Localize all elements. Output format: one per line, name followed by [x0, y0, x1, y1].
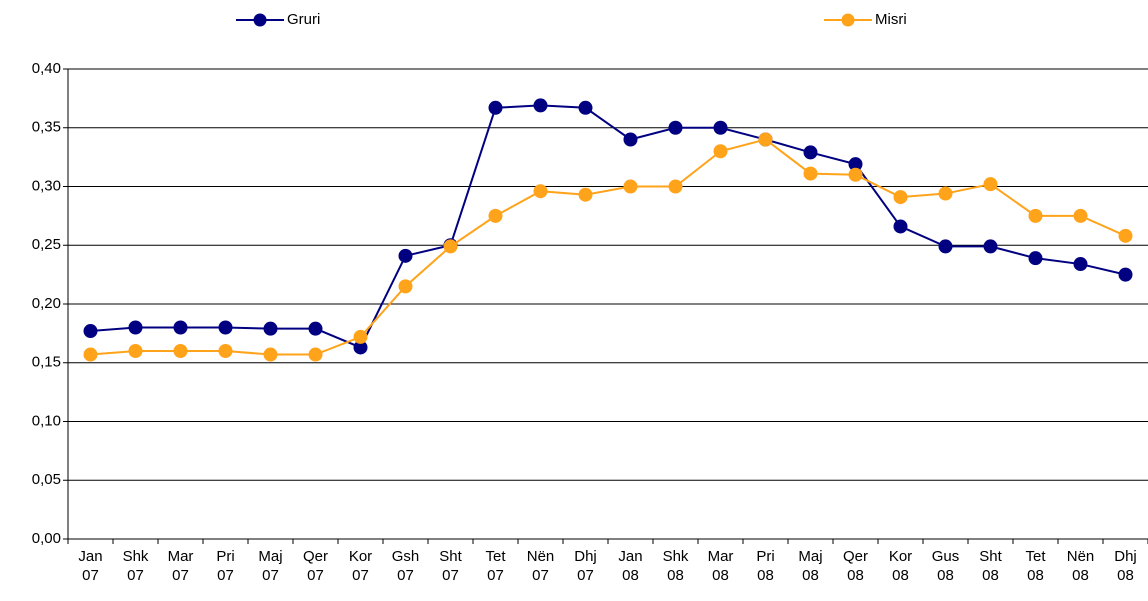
x-tick-label: Shk 07	[122, 548, 149, 584]
point	[938, 239, 953, 254]
point	[848, 167, 863, 182]
point	[533, 98, 548, 113]
point	[218, 344, 233, 358]
legend-label: Gruri	[287, 11, 320, 28]
line	[90, 104, 1126, 349]
y-tick-label: 0,30	[32, 177, 61, 194]
point	[308, 347, 323, 362]
point	[803, 145, 818, 160]
point	[128, 320, 143, 335]
y-tick-label: 0,15	[32, 354, 61, 371]
point	[983, 177, 998, 192]
point	[668, 120, 683, 135]
y-tick-label: 0,25	[32, 236, 61, 253]
point	[353, 329, 368, 344]
y-tick-label: 0,00	[32, 530, 61, 547]
point	[623, 132, 638, 147]
point	[83, 347, 98, 362]
point	[398, 279, 413, 294]
x-tick-label: Tet 07	[485, 548, 506, 584]
x-tick-label: Gsh 07	[391, 548, 420, 584]
point	[758, 132, 773, 147]
point	[1073, 257, 1088, 272]
point	[1118, 228, 1133, 243]
point	[1073, 208, 1088, 223]
point	[443, 239, 458, 254]
point	[1118, 267, 1133, 282]
point	[893, 219, 908, 234]
x-tick-label: Qer 08	[842, 548, 868, 584]
x-tick-label: Dhj 08	[1114, 548, 1137, 584]
y-tick-label: 0,40	[32, 60, 61, 77]
x-tick-label: Maj 08	[798, 548, 823, 584]
y-tick-label: 0,35	[32, 119, 61, 136]
point	[263, 321, 278, 336]
point	[488, 208, 503, 223]
point	[218, 320, 233, 335]
x-tick-label: Mar 07	[167, 548, 194, 584]
x-tick-label: Nën 07	[526, 548, 555, 584]
point	[668, 179, 683, 194]
point	[173, 344, 188, 358]
point	[83, 324, 98, 339]
x-tick-label: Tet 08	[1025, 548, 1046, 584]
point	[533, 184, 548, 199]
point	[713, 120, 728, 135]
point	[803, 166, 818, 181]
point	[578, 100, 593, 115]
point	[398, 248, 413, 263]
y-tick-label: 0,20	[32, 295, 61, 312]
x-tick-label: Kor 07	[348, 548, 373, 584]
x-tick-label: Qer 07	[302, 548, 328, 584]
x-tick-label: Pri 07	[216, 548, 235, 584]
x-tick-label: Dhj 07	[574, 548, 597, 584]
x-tick-label: Maj 07	[258, 548, 283, 584]
point	[263, 347, 278, 362]
y-tick-label: 0,10	[32, 412, 61, 429]
x-tick-label: Gus 08	[931, 548, 960, 584]
point	[983, 239, 998, 254]
point	[938, 186, 953, 201]
x-tick-label: Sht 07	[439, 548, 462, 584]
point	[578, 187, 593, 202]
point	[173, 320, 188, 335]
point	[488, 100, 503, 115]
x-tick-label: Pri 08	[756, 548, 775, 584]
point	[893, 190, 908, 205]
legend-marker	[841, 13, 855, 27]
x-tick-label: Nën 08	[1066, 548, 1095, 584]
point	[713, 144, 728, 159]
line	[90, 138, 1126, 356]
legend-label: Misri	[875, 11, 907, 28]
x-tick-label: Shk 08	[662, 548, 689, 584]
x-tick-label: Sht 08	[979, 548, 1002, 584]
legend-marker	[253, 13, 267, 27]
x-tick-label: Jan 08	[618, 548, 643, 584]
point	[1028, 251, 1043, 266]
point	[1028, 208, 1043, 223]
point	[308, 321, 323, 336]
point	[623, 179, 638, 194]
y-tick-label: 0,05	[32, 471, 61, 488]
x-tick-label: Mar 08	[707, 548, 734, 584]
x-tick-label: Kor 08	[888, 548, 913, 584]
point	[128, 344, 143, 358]
x-tick-label: Jan 07	[78, 548, 103, 584]
